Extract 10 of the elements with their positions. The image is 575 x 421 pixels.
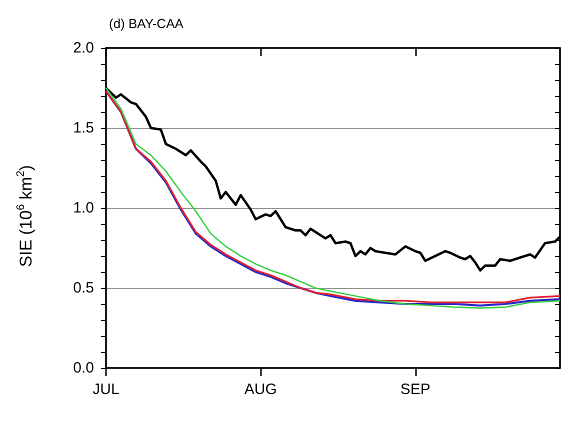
x-tick-label: JUL [92, 381, 120, 398]
y-tick-label: 2.0 [73, 40, 94, 56]
y-tick-label: 1.0 [73, 200, 94, 216]
y-axis-title: SIE (106 km2) [15, 165, 36, 267]
chart-title: (d) BAY-CAA [109, 16, 184, 31]
y-tick-label: 1.5 [73, 120, 94, 136]
y-tick-label: 0.5 [73, 280, 94, 296]
x-tick-label: SEP [400, 381, 430, 398]
x-tick-label: AUG [244, 381, 277, 398]
y-tick-label: 0.0 [73, 360, 94, 376]
